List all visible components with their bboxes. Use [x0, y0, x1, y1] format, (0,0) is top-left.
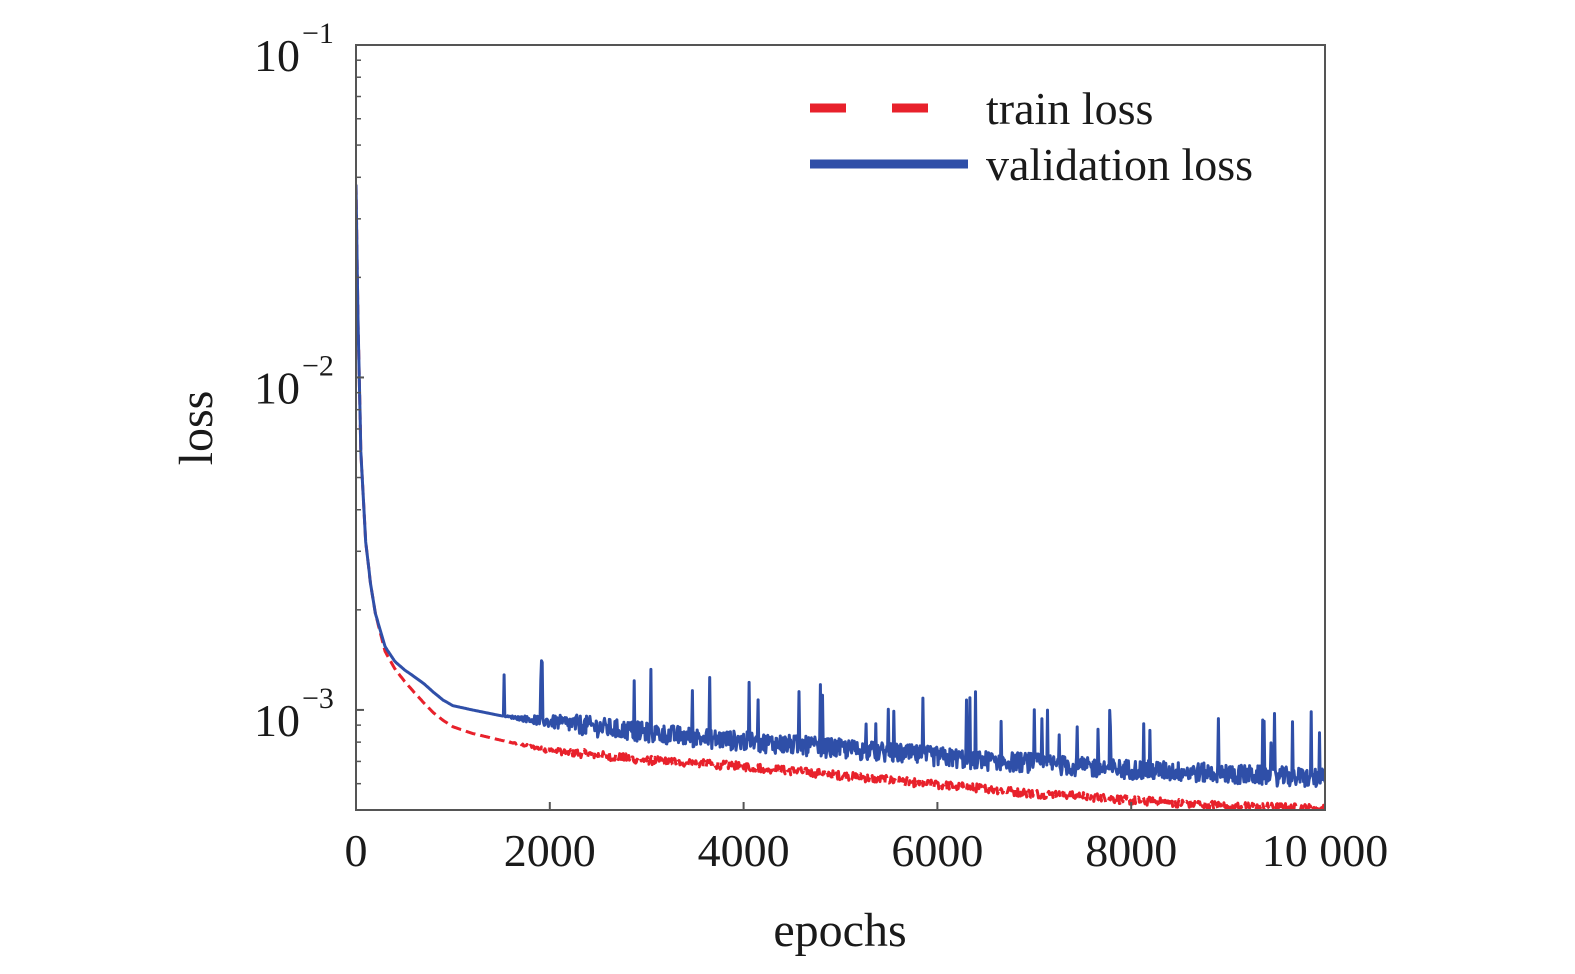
series-line-validation-loss: [356, 184, 1325, 788]
legend-label: train loss: [986, 83, 1153, 134]
series-validation-loss: [356, 184, 1325, 788]
series-layer: [356, 184, 1325, 810]
y-tick-exponent: −1: [302, 17, 334, 50]
y-tick-exponent: −2: [302, 349, 334, 382]
x-tick-label: 4000: [698, 825, 790, 876]
y-tick-label: 10: [254, 362, 300, 413]
y-axis-title: loss: [170, 391, 223, 466]
series-train-loss: [356, 184, 1325, 810]
y-tick-label: 10: [254, 695, 300, 746]
x-tick-label: 2000: [504, 825, 596, 876]
y-tick-exponent: −3: [302, 682, 334, 715]
ticks-layer: [355, 44, 1326, 811]
x-tick-label: 8000: [1085, 825, 1177, 876]
x-axis-title: epochs: [773, 904, 906, 957]
x-tick-label: 10 000: [1262, 825, 1389, 876]
x-tick-label: 6000: [891, 825, 983, 876]
x-tick-label: 0: [345, 825, 368, 876]
legend-label: validation loss: [986, 139, 1253, 190]
y-tick-label: 10: [254, 30, 300, 81]
plot-frame: [355, 44, 1326, 811]
series-line-train-loss: [356, 184, 1325, 810]
